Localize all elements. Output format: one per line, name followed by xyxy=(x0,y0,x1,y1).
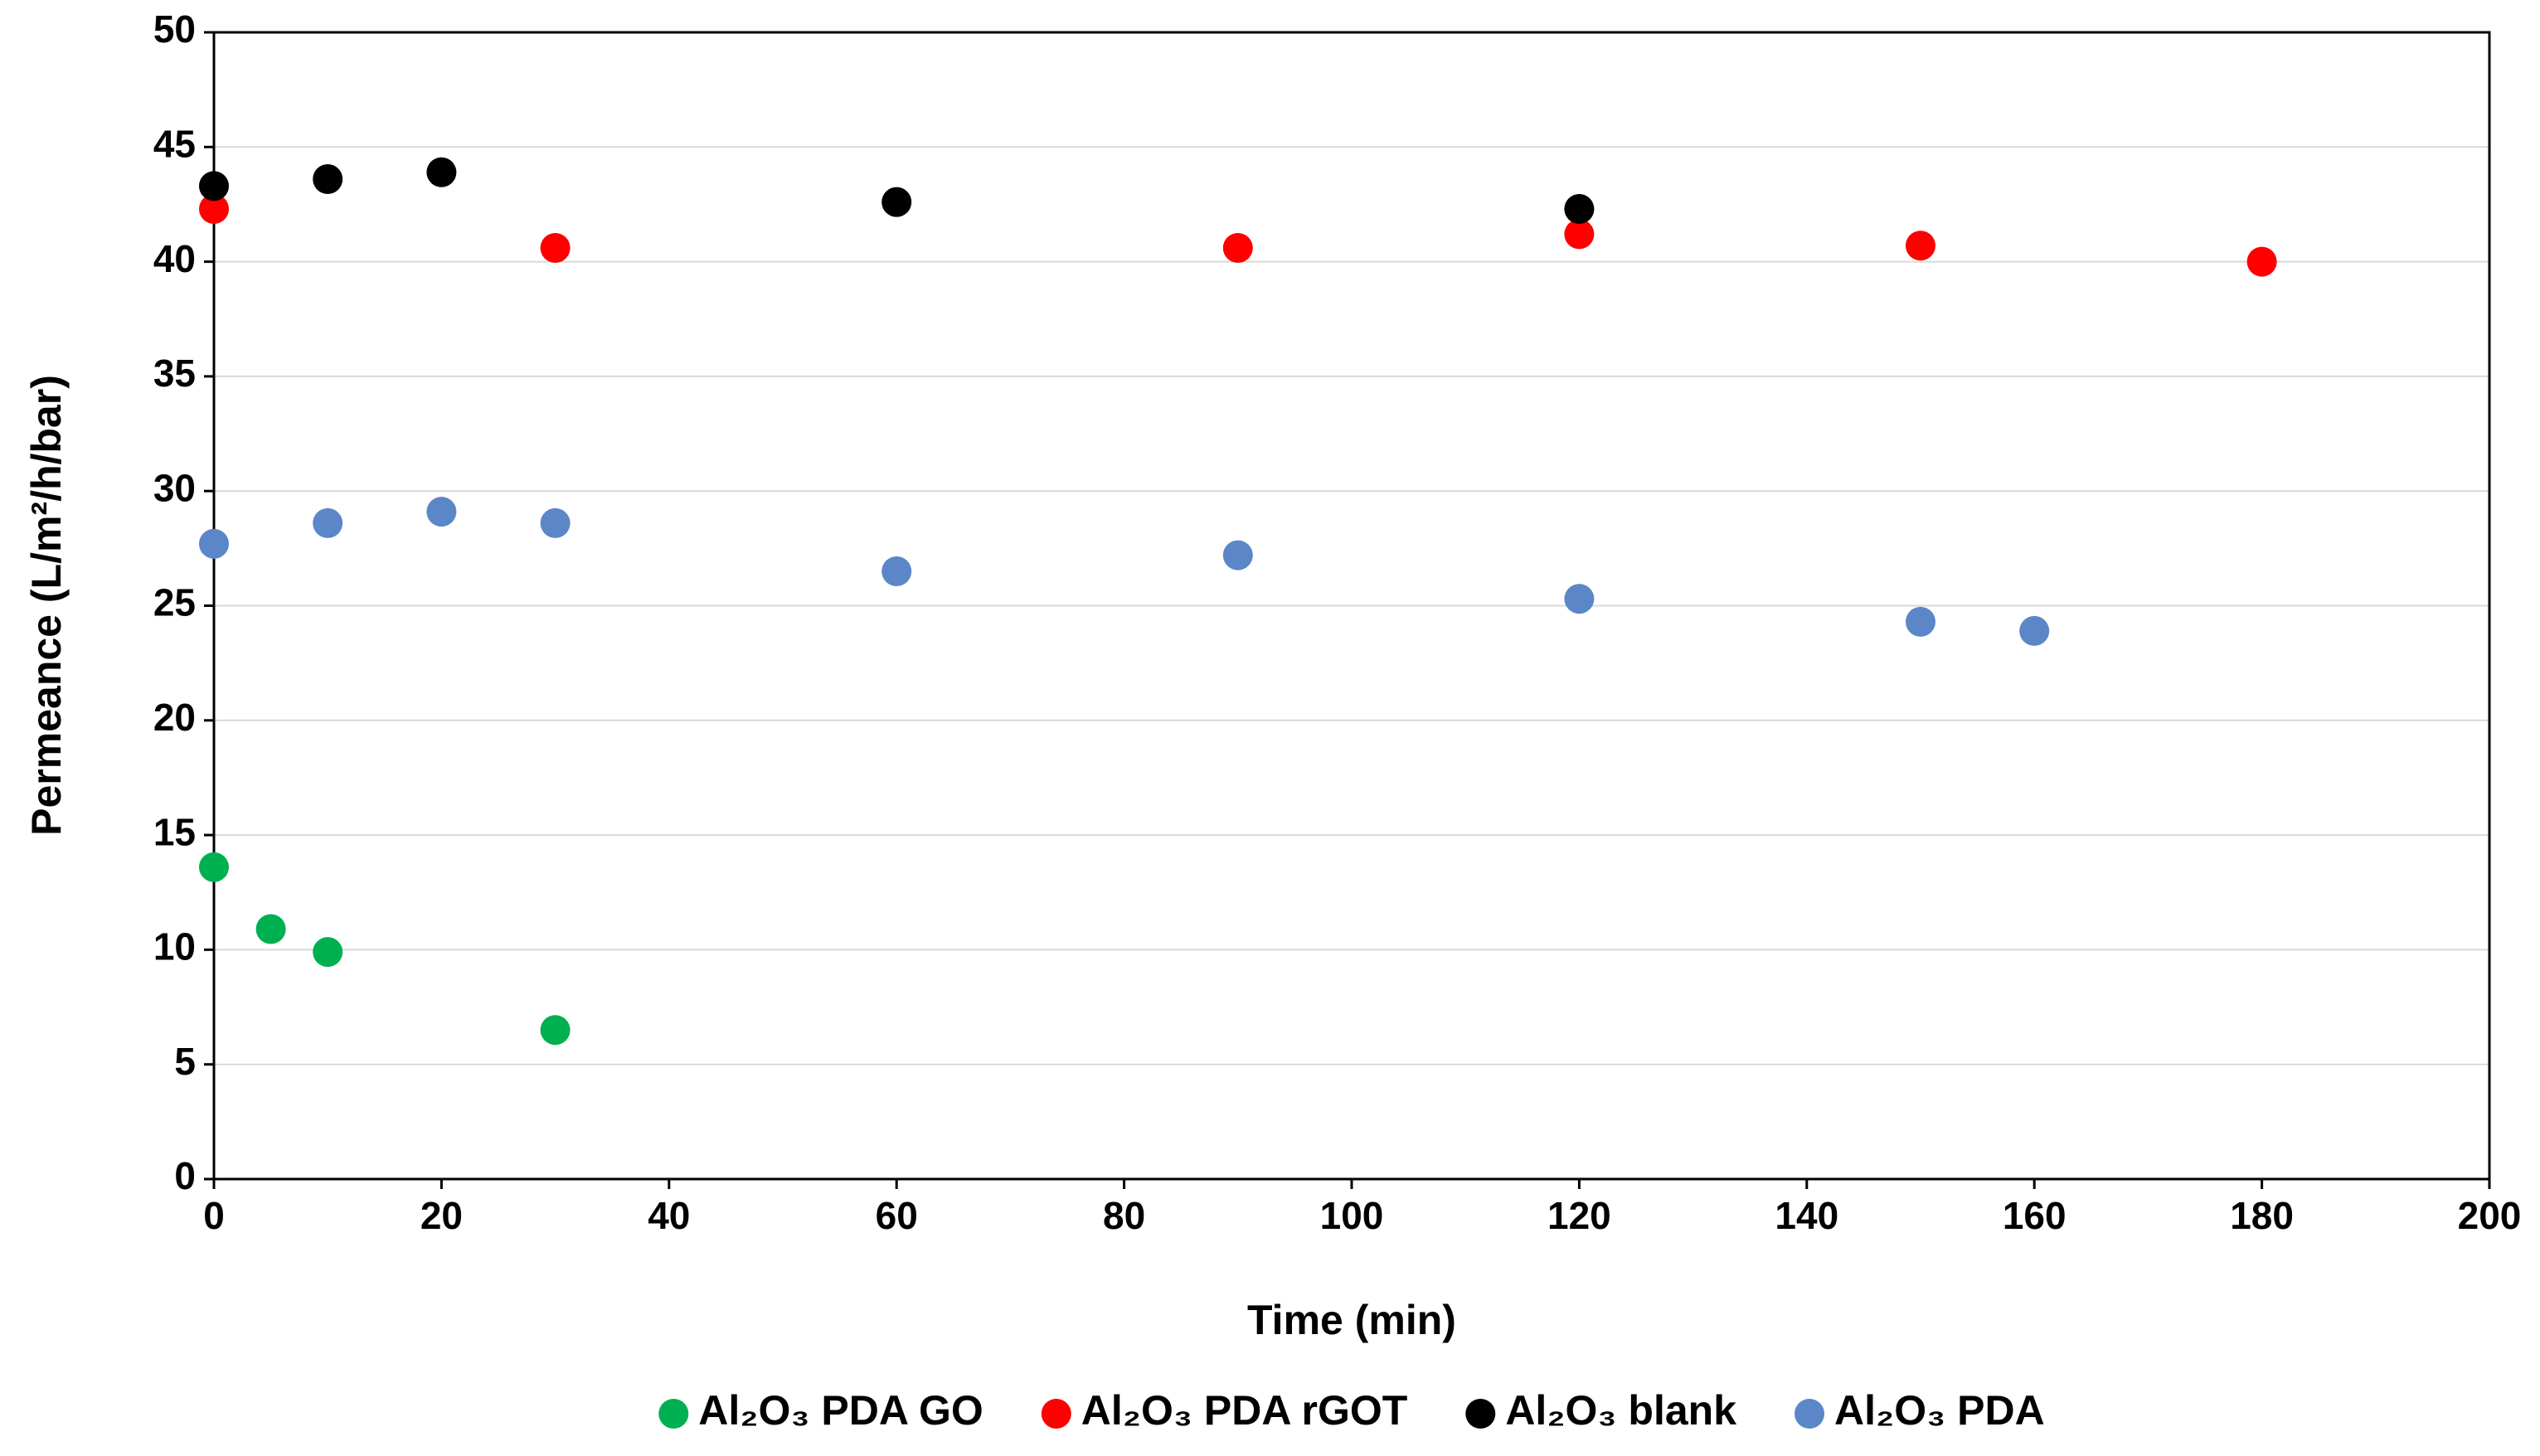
y-tick-label: 10 xyxy=(153,925,196,968)
data-point xyxy=(1906,606,1935,637)
legend-label: Al₂O₃ PDA GO xyxy=(698,1387,983,1434)
data-point xyxy=(426,497,457,527)
legend-marker xyxy=(1465,1399,1496,1429)
data-point xyxy=(313,164,343,195)
legend-marker xyxy=(1795,1399,1825,1429)
data-point xyxy=(255,914,286,944)
x-axis-title: Time (min) xyxy=(1247,1297,1456,1343)
data-point xyxy=(540,507,571,538)
y-tick-label: 30 xyxy=(153,466,196,509)
y-tick-label: 20 xyxy=(153,696,196,739)
data-point xyxy=(1906,231,1935,261)
x-tick-label: 200 xyxy=(2458,1194,2522,1237)
x-tick-label: 0 xyxy=(203,1194,225,1237)
legend-marker xyxy=(658,1399,689,1429)
x-tick-label: 120 xyxy=(1547,1194,1611,1237)
y-axis-title: Permeance (L/m²/h/bar) xyxy=(23,375,70,836)
data-point xyxy=(881,187,912,217)
y-tick-label: 15 xyxy=(153,810,196,853)
x-tick-label: 180 xyxy=(2230,1194,2294,1237)
legend-label: Al₂O₃ PDA rGOT xyxy=(1081,1387,1408,1434)
x-tick-label: 140 xyxy=(1775,1194,1838,1237)
y-tick-label: 25 xyxy=(153,581,196,624)
data-point xyxy=(1222,540,1253,570)
data-point xyxy=(313,937,343,968)
legend-label: Al₂O₃ PDA xyxy=(1834,1387,2045,1434)
y-tick-label: 35 xyxy=(153,352,196,395)
x-tick-label: 100 xyxy=(1320,1194,1384,1237)
x-tick-label: 40 xyxy=(648,1194,690,1237)
x-tick-label: 80 xyxy=(1103,1194,1145,1237)
data-point xyxy=(199,852,229,882)
plot-frame xyxy=(212,31,2491,1181)
data-point xyxy=(2019,615,2050,646)
data-point xyxy=(199,193,229,224)
data-point xyxy=(540,1015,571,1046)
x-tick-label: 60 xyxy=(876,1194,918,1237)
data-point xyxy=(199,171,229,201)
y-tick-label: 40 xyxy=(153,237,196,280)
legend-label: Al₂O₃ blank xyxy=(1505,1387,1736,1434)
data-point xyxy=(540,233,571,264)
legend-marker xyxy=(1041,1399,1071,1429)
data-point xyxy=(2246,246,2277,277)
x-tick-label: 160 xyxy=(2003,1194,2066,1237)
legend: Al₂O₃ PDA GO Al₂O₃ PDA rGOT Al₂O₃ blank Al₂… xyxy=(658,1387,2045,1434)
data-point xyxy=(313,507,343,538)
data-point xyxy=(1564,584,1595,614)
data-point xyxy=(1564,219,1595,250)
y-tick-label: 45 xyxy=(153,122,196,165)
y-tick-label: 5 xyxy=(174,1040,196,1083)
data-point xyxy=(1222,233,1253,264)
data-point xyxy=(426,157,457,187)
y-tick-label: 50 xyxy=(153,7,196,51)
data-point xyxy=(199,528,229,559)
y-tick-label: 0 xyxy=(174,1154,196,1197)
x-tick-label: 20 xyxy=(420,1194,463,1237)
data-point xyxy=(881,556,912,587)
data-point xyxy=(1564,193,1595,224)
